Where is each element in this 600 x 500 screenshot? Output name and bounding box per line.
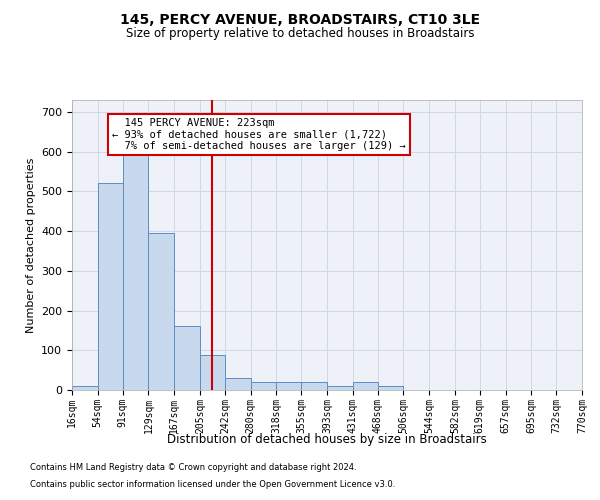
Text: Size of property relative to detached houses in Broadstairs: Size of property relative to detached ho… (126, 28, 474, 40)
Bar (72, 386, 98, 390)
Bar (251, 382, 276, 390)
Text: Contains public sector information licensed under the Open Government Licence v3: Contains public sector information licen… (30, 480, 395, 489)
Bar (225, 378, 251, 390)
Text: Contains HM Land Registry data © Crown copyright and database right 2024.: Contains HM Land Registry data © Crown c… (30, 464, 356, 472)
Text: Distribution of detached houses by size in Broadstairs: Distribution of detached houses by size … (167, 432, 487, 446)
Bar (276, 382, 301, 390)
Y-axis label: Number of detached properties: Number of detached properties (26, 158, 35, 332)
Bar (378, 386, 403, 390)
Bar (98, 184, 123, 390)
Text: 145 PERCY AVENUE: 223sqm
← 93% of detached houses are smaller (1,722)
  7% of se: 145 PERCY AVENUE: 223sqm ← 93% of detach… (112, 118, 406, 151)
Bar (174, 326, 200, 390)
Bar (301, 382, 327, 390)
Bar (353, 382, 378, 390)
Bar (200, 355, 225, 390)
Bar (327, 386, 353, 390)
Bar (148, 233, 174, 390)
Text: 145, PERCY AVENUE, BROADSTAIRS, CT10 3LE: 145, PERCY AVENUE, BROADSTAIRS, CT10 3LE (120, 12, 480, 26)
Bar (123, 146, 148, 390)
